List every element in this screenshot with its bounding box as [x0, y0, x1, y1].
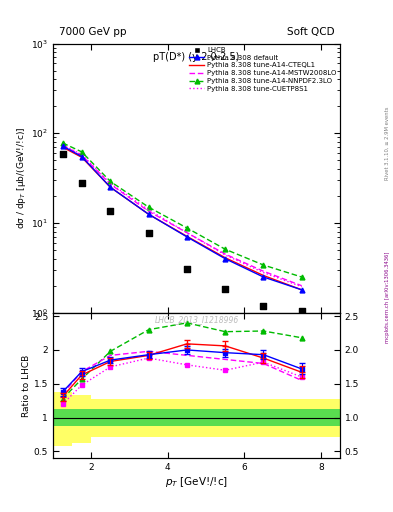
Legend: LHCB, Pythia 8.308 default, Pythia 8.308 tune-A14-CTEQL1, Pythia 8.308 tune-A14-: LHCB, Pythia 8.308 default, Pythia 8.308… [189, 47, 336, 92]
Point [107, 207, 114, 216]
Text: Rivet 3.1.10, ≥ 2.9M events: Rivet 3.1.10, ≥ 2.9M events [385, 106, 390, 180]
Point [260, 302, 266, 310]
X-axis label: $p_T$ [GeV!/!c]: $p_T$ [GeV!/!c] [165, 475, 228, 489]
Point [145, 228, 152, 237]
Text: LHCB_2013_I1218996: LHCB_2013_I1218996 [154, 315, 239, 325]
Text: Soft QCD: Soft QCD [286, 27, 334, 37]
Point [222, 285, 228, 293]
Point [59, 151, 66, 159]
Y-axis label: dσ / dp$_T$ [μb/(GeV!/!c)]: dσ / dp$_T$ [μb/(GeV!/!c)] [15, 127, 28, 229]
Point [299, 307, 305, 315]
Text: pT(D*) (y-2.0-2.5): pT(D*) (y-2.0-2.5) [153, 52, 240, 61]
Point [79, 179, 85, 187]
Text: mcplots.cern.ch [arXiv:1306.3436]: mcplots.cern.ch [arXiv:1306.3436] [385, 251, 390, 343]
Text: 7000 GeV pp: 7000 GeV pp [59, 27, 126, 37]
Point [184, 265, 190, 273]
Y-axis label: Ratio to LHCB: Ratio to LHCB [22, 354, 31, 417]
